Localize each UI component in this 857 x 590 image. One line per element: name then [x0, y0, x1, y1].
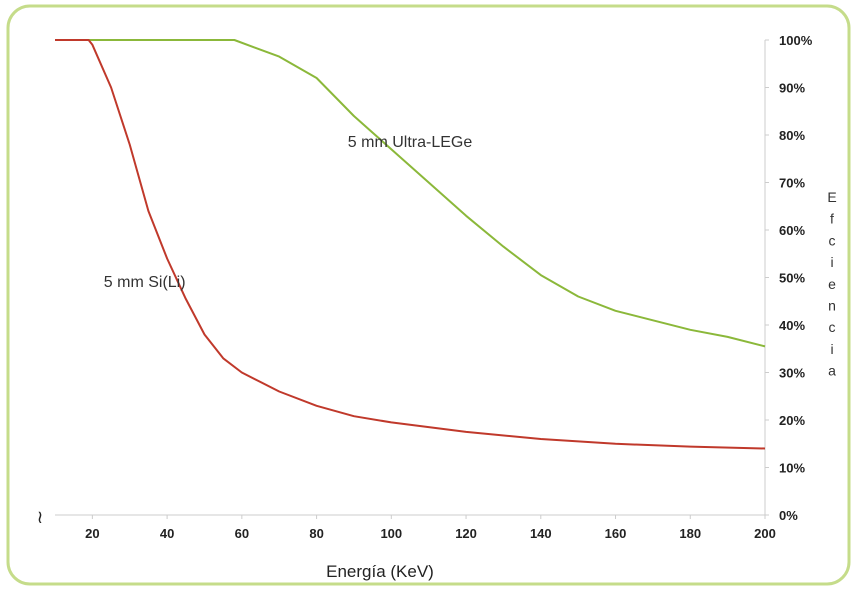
- x-tick-label: 20: [85, 526, 99, 541]
- series-label-0: 5 mm Ultra-LEGe: [348, 134, 473, 151]
- y-tick-label: 70%: [779, 176, 805, 191]
- series-label-1: 5 mm Si(Li): [104, 274, 186, 291]
- x-tick-label: 40: [160, 526, 174, 541]
- y-tick-label: 40%: [779, 318, 805, 333]
- y-tick-label: 50%: [779, 271, 805, 286]
- series-line-0: [55, 39, 766, 348]
- axis-break-glyph: ≀: [37, 507, 44, 527]
- x-tick-label: 100: [380, 526, 402, 541]
- x-tick-label: 120: [455, 526, 477, 541]
- y-tick-label: 80%: [779, 128, 805, 143]
- y-tick-label: 60%: [779, 223, 805, 238]
- y-tick-label: 30%: [779, 366, 805, 381]
- x-tick-label: 200: [754, 526, 776, 541]
- x-axis-title: Energía (KeV): [326, 562, 434, 581]
- series-line-1: [55, 39, 766, 450]
- y-tick-label: 90%: [779, 81, 805, 96]
- x-tick-label: 180: [679, 526, 701, 541]
- y-tick-label: 10%: [779, 461, 805, 476]
- x-tick-label: 160: [605, 526, 627, 541]
- frame-border: [6, 4, 851, 586]
- x-tick-label: 140: [530, 526, 552, 541]
- x-tick-label: 60: [235, 526, 249, 541]
- y-tick-label: 20%: [779, 413, 805, 428]
- y-tick-label: 100%: [779, 33, 813, 48]
- x-tick-label: 80: [309, 526, 323, 541]
- y-tick-label: 0%: [779, 508, 798, 523]
